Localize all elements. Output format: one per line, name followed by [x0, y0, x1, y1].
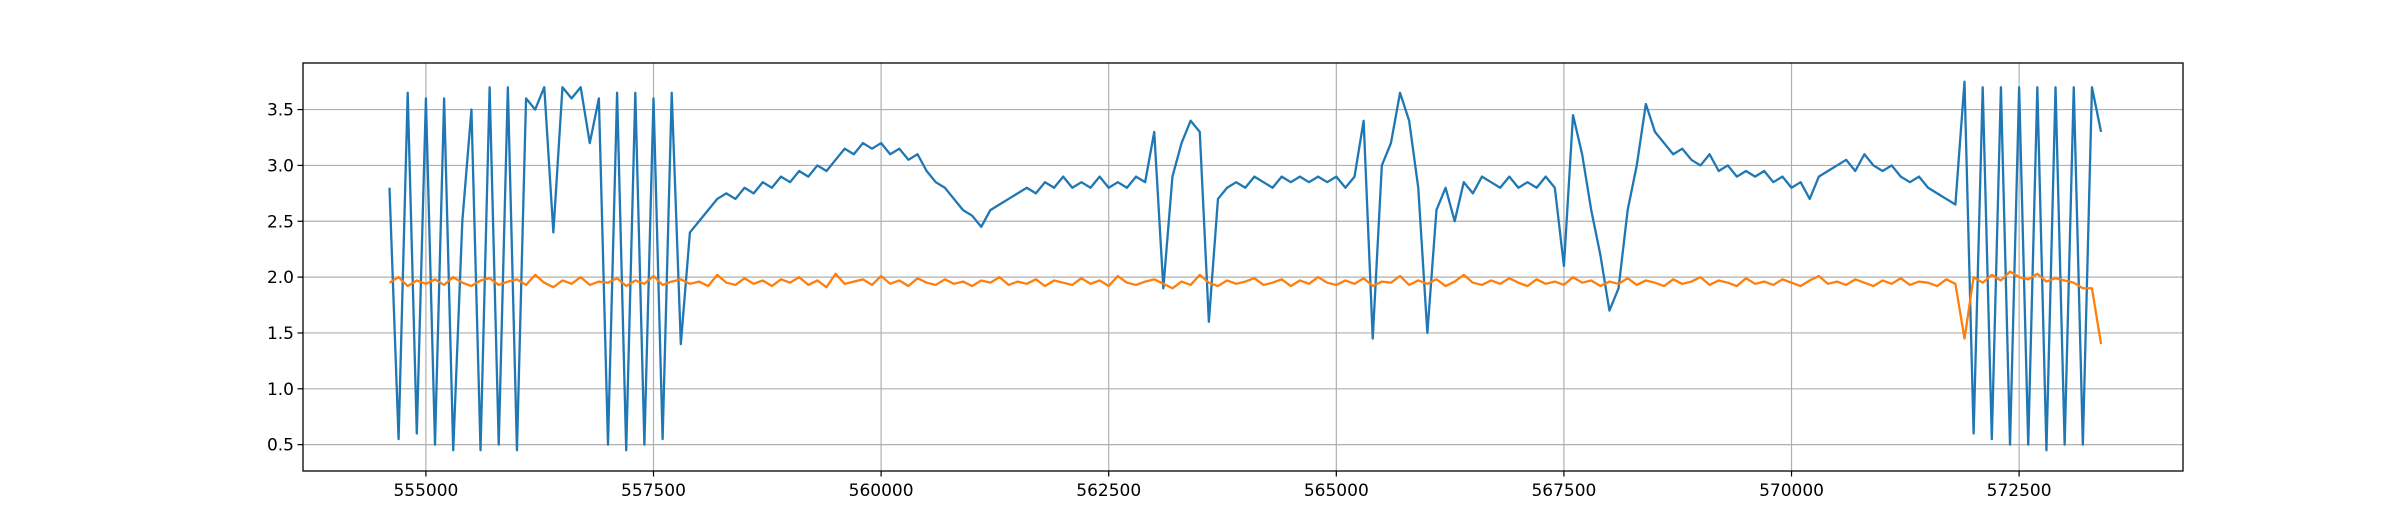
x-tick-label: 567500	[1531, 481, 1596, 501]
y-tick-label: 3.5	[267, 101, 294, 121]
y-tick-label: 2.5	[267, 212, 294, 232]
series-line	[388, 80, 2103, 452]
x-tick-label: 562500	[1076, 481, 1141, 501]
axes: 555000 557500 560000 562500 565000 567500 5700…	[267, 101, 2052, 501]
plot-lines	[388, 80, 2103, 452]
x-tick-label: 570000	[1759, 481, 1824, 501]
y-tick-label: 0.5	[267, 436, 294, 456]
plot-frame	[302, 62, 2184, 472]
y-tick-label: 1.0	[267, 380, 294, 400]
y-tick-label: 3.0	[267, 156, 294, 176]
x-tick-label: 560000	[849, 481, 914, 501]
x-tick-label: 555000	[393, 481, 458, 501]
series-line	[388, 270, 2103, 345]
y-tick-label: 2.0	[267, 268, 294, 288]
y-tick-label: 1.5	[267, 324, 294, 344]
x-tick-label: 572500	[1987, 481, 2052, 501]
x-tick-label: 557500	[621, 481, 686, 501]
x-tick-label: 565000	[1304, 481, 1369, 501]
